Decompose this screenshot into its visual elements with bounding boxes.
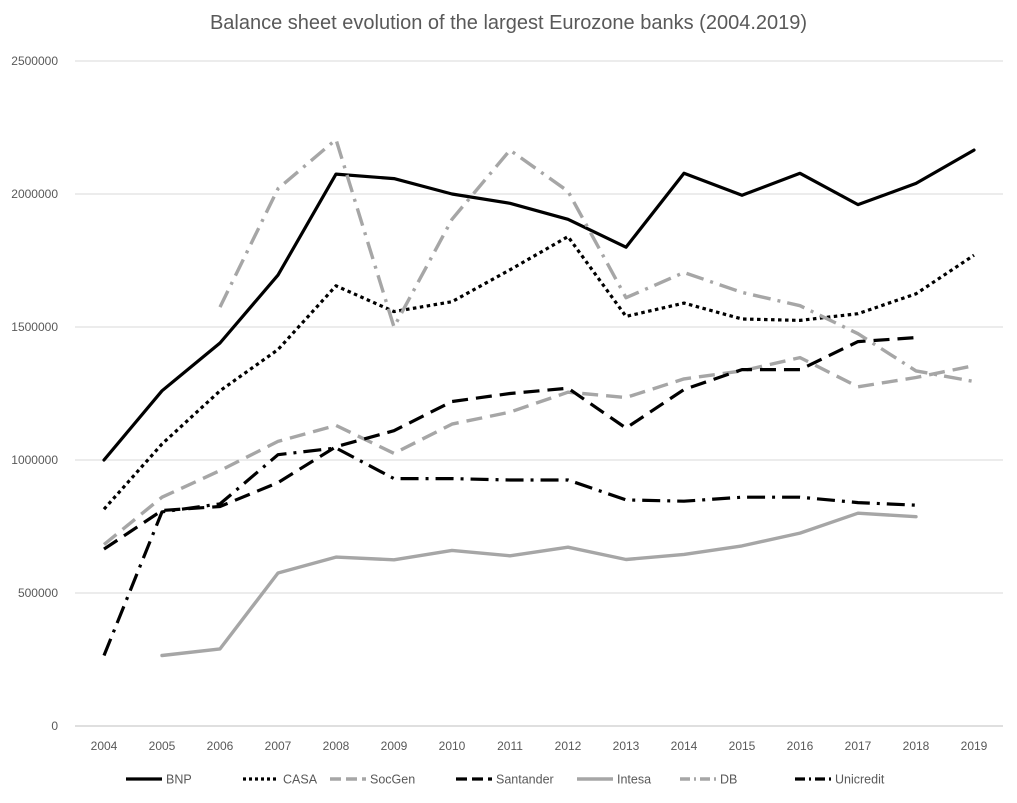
legend-label-db: DB	[720, 773, 737, 787]
legend-label-unicredit: Unicredit	[835, 773, 885, 787]
x-tick-label: 2009	[381, 739, 408, 753]
x-tick-label: 2015	[729, 739, 756, 753]
legend-label-intesa: Intesa	[617, 773, 651, 787]
x-tick-label: 2014	[671, 739, 698, 753]
legend: BNP CASA SocGen Santander Intesa DB Unicredit	[126, 773, 885, 787]
series-lines	[102, 137, 976, 658]
y-tick-label: 2000000	[11, 187, 58, 201]
x-tick-label: 2012	[555, 739, 582, 753]
x-tick-label: 2017	[845, 739, 872, 753]
series-line-bnp	[102, 148, 976, 462]
legend-label-bnp: BNP	[166, 773, 192, 787]
legend-label-socgen: SocGen	[370, 773, 415, 787]
series-line-unicredit	[102, 446, 917, 657]
series-line-socgen	[102, 355, 975, 546]
x-tick-label: 2013	[613, 739, 640, 753]
x-tick-label: 2007	[265, 739, 292, 753]
y-tick-label: 0	[51, 719, 58, 733]
series-line-casa	[102, 235, 975, 511]
series-line-santander	[103, 336, 917, 551]
gridlines	[75, 60, 1003, 727]
y-tick-label: 2500000	[11, 54, 58, 68]
y-tick-label: 500000	[18, 586, 58, 600]
x-tick-label: 2005	[149, 739, 176, 753]
y-tick-label: 1500000	[11, 320, 58, 334]
x-tick-label: 2008	[323, 739, 350, 753]
legend-label-santander: Santander	[496, 773, 554, 787]
y-tick-label: 1000000	[11, 453, 58, 467]
x-tick-label: 2016	[787, 739, 814, 753]
chart-title: Balance sheet evolution of the largest E…	[209, 12, 808, 34]
series-line-intesa	[160, 511, 918, 658]
x-tick-label: 2004	[91, 739, 118, 753]
x-tick-label: 2019	[961, 739, 988, 753]
axes: 0 500000 1000000 1500000 2000000 2500000 2004 2…	[11, 54, 987, 753]
series-line-db	[218, 137, 975, 384]
x-tick-label: 2010	[439, 739, 466, 753]
legend-label-casa: CASA	[283, 773, 318, 787]
x-tick-label: 2006	[207, 739, 234, 753]
x-tick-label: 2011	[497, 739, 523, 753]
x-tick-label: 2018	[903, 739, 930, 753]
